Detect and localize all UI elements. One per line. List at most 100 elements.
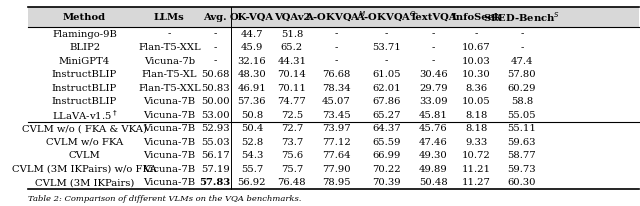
Text: InstructBLIP: InstructBLIP: [52, 70, 117, 79]
Text: 8.18: 8.18: [465, 124, 487, 133]
Text: 45.9: 45.9: [241, 43, 263, 52]
Text: 50.4: 50.4: [241, 124, 263, 133]
Text: 55.05: 55.05: [508, 111, 536, 120]
Text: 10.03: 10.03: [461, 57, 490, 66]
Text: 32.16: 32.16: [237, 57, 266, 66]
Text: 77.12: 77.12: [322, 138, 351, 147]
Text: MiniGPT4: MiniGPT4: [59, 57, 110, 66]
Text: 65.27: 65.27: [372, 111, 401, 120]
Text: Flan-T5-XXL: Flan-T5-XXL: [138, 84, 201, 93]
Text: Flamingo-9B: Flamingo-9B: [52, 30, 117, 39]
Text: 30.46: 30.46: [419, 70, 447, 79]
Text: Vicuna-7b: Vicuna-7b: [144, 57, 195, 66]
Text: 59.63: 59.63: [508, 138, 536, 147]
Text: -: -: [520, 43, 524, 52]
Text: 46.91: 46.91: [237, 84, 266, 93]
Text: 70.11: 70.11: [278, 84, 307, 93]
Text: -: -: [474, 30, 478, 39]
Text: 50.8: 50.8: [241, 111, 263, 120]
Text: 57.36: 57.36: [237, 97, 266, 106]
Text: 44.31: 44.31: [277, 57, 307, 66]
Text: -: -: [335, 57, 338, 66]
Text: -: -: [431, 57, 435, 66]
Text: LLMs: LLMs: [154, 13, 185, 22]
Text: CVLM w/o ( FKA & VKA): CVLM w/o ( FKA & VKA): [22, 124, 147, 133]
Text: 70.39: 70.39: [372, 178, 401, 187]
Text: -: -: [214, 43, 217, 52]
Text: Flan-T5-XXL: Flan-T5-XXL: [138, 43, 201, 52]
Text: 50.68: 50.68: [201, 70, 230, 79]
Text: 56.17: 56.17: [201, 151, 230, 160]
Text: 70.22: 70.22: [372, 165, 401, 174]
Text: 66.99: 66.99: [372, 151, 401, 160]
Text: 70.14: 70.14: [278, 70, 307, 79]
Text: Table 2: Comparison of different VLMs on the VQA benchmarks.: Table 2: Comparison of different VLMs on…: [28, 195, 301, 203]
Text: 11.27: 11.27: [461, 178, 490, 187]
Text: Vicuna-7B: Vicuna-7B: [143, 124, 195, 133]
Text: CVLM: CVLM: [68, 151, 100, 160]
Text: CVLM w/o FKA: CVLM w/o FKA: [46, 138, 123, 147]
Text: 77.90: 77.90: [322, 165, 351, 174]
Text: 10.05: 10.05: [461, 97, 490, 106]
Text: 49.89: 49.89: [419, 165, 448, 174]
Text: -: -: [214, 57, 217, 66]
Text: 8.18: 8.18: [465, 111, 487, 120]
Text: LLaVA-v1.5$^\dagger$: LLaVA-v1.5$^\dagger$: [52, 108, 117, 122]
Text: 67.86: 67.86: [372, 97, 401, 106]
Text: 53.71: 53.71: [372, 43, 401, 52]
Text: Avg.: Avg.: [204, 13, 227, 22]
Text: 55.03: 55.03: [201, 138, 230, 147]
Text: 8.36: 8.36: [465, 84, 487, 93]
Text: 60.29: 60.29: [508, 84, 536, 93]
Text: 75.7: 75.7: [281, 165, 303, 174]
Text: 45.81: 45.81: [419, 111, 448, 120]
Text: 53.00: 53.00: [201, 111, 230, 120]
Text: 50.00: 50.00: [201, 97, 230, 106]
Text: 45.76: 45.76: [419, 124, 447, 133]
Text: 73.45: 73.45: [322, 111, 351, 120]
Text: 57.83: 57.83: [200, 178, 231, 187]
Text: -: -: [168, 30, 171, 39]
Text: -: -: [385, 30, 388, 39]
Text: A-OKVQA$^O$: A-OKVQA$^O$: [356, 10, 417, 25]
Text: 60.30: 60.30: [508, 178, 536, 187]
Text: 11.21: 11.21: [461, 165, 491, 174]
Text: -: -: [214, 30, 217, 39]
Text: Vicuna-7B: Vicuna-7B: [143, 97, 195, 106]
Text: A-OKVQA$^M$: A-OKVQA$^M$: [305, 10, 367, 25]
Text: -: -: [385, 57, 388, 66]
Text: 54.3: 54.3: [241, 151, 263, 160]
Text: 47.4: 47.4: [511, 57, 533, 66]
Text: 74.77: 74.77: [278, 97, 307, 106]
Text: SEED-Bench$^S$: SEED-Bench$^S$: [483, 11, 561, 24]
Text: 61.05: 61.05: [372, 70, 401, 79]
Text: 65.59: 65.59: [372, 138, 401, 147]
Text: BLIP2: BLIP2: [69, 43, 100, 52]
Text: Vicuna-7B: Vicuna-7B: [143, 165, 195, 174]
Text: 62.01: 62.01: [372, 84, 401, 93]
Text: 58.8: 58.8: [511, 97, 533, 106]
Text: 73.97: 73.97: [322, 124, 351, 133]
Text: 44.7: 44.7: [241, 30, 263, 39]
Text: 52.93: 52.93: [201, 124, 230, 133]
Text: 29.79: 29.79: [419, 84, 447, 93]
Text: 10.67: 10.67: [462, 43, 490, 52]
Text: Method: Method: [63, 13, 106, 22]
Text: VQAv2: VQAv2: [274, 13, 310, 22]
Text: Vicuna-7B: Vicuna-7B: [143, 151, 195, 160]
Text: -: -: [335, 43, 338, 52]
Text: 76.48: 76.48: [278, 178, 306, 187]
Text: 50.48: 50.48: [419, 178, 448, 187]
Text: -: -: [335, 30, 338, 39]
Text: Vicuna-7B: Vicuna-7B: [143, 138, 195, 147]
Text: 55.11: 55.11: [508, 124, 536, 133]
Text: TextVQA: TextVQA: [410, 13, 457, 22]
FancyBboxPatch shape: [28, 7, 639, 27]
Text: 10.30: 10.30: [461, 70, 490, 79]
Text: 45.07: 45.07: [322, 97, 351, 106]
Text: 47.46: 47.46: [419, 138, 448, 147]
Text: 57.80: 57.80: [508, 70, 536, 79]
Text: 77.64: 77.64: [322, 151, 351, 160]
Text: 59.73: 59.73: [508, 165, 536, 174]
Text: 58.77: 58.77: [508, 151, 536, 160]
